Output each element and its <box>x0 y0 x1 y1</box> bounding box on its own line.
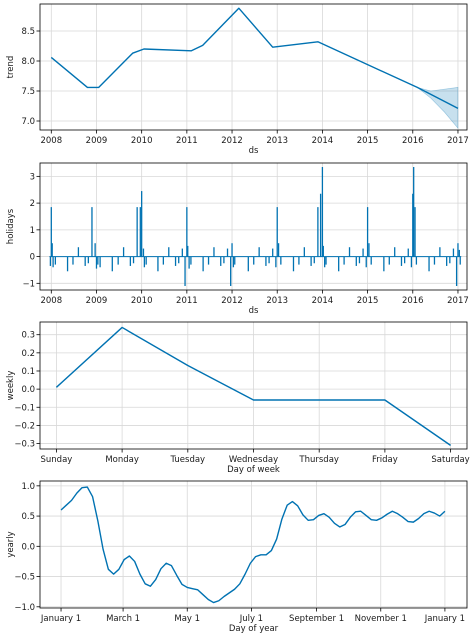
yearly-xtick-label-1: March 1 <box>106 614 140 624</box>
trend-xtick-label-5: 2013 <box>266 136 288 146</box>
trend-panel: 2008 2009 2010 2011 2012 2013 2014 2015 2016 2017… <box>6 3 469 156</box>
holidays-xtick-label-9: 2017 <box>447 296 469 306</box>
trend-xtick-label-3: 2011 <box>176 136 198 146</box>
yearly-xlabel: Day of year <box>229 624 279 634</box>
trend-xlabel: ds <box>249 146 259 156</box>
trend-xtick-label-0: 2008 <box>40 136 62 146</box>
trend-xtick-label-1: 2009 <box>86 136 108 146</box>
weekly-panel: Sunday Monday Tuesday Wednesday Thursday Frid… <box>6 321 470 475</box>
yearly-ytick-label-0: −1.0 <box>14 603 35 613</box>
trend-xtick-label-6: 2014 <box>312 136 334 146</box>
yearly-ytick-label-4: 1.0 <box>21 482 35 492</box>
yearly-xtick-label-2: May 1 <box>174 614 200 624</box>
holidays-ytick-label-3: 2 <box>30 199 35 209</box>
yearly-xtick-label-6: January 1 <box>424 614 465 624</box>
weekly-ytick-label-2: −0.1 <box>14 403 35 413</box>
weekly-xtick-label-3: Wednesday <box>229 455 278 465</box>
yearly-xtick-label-0: January 1 <box>40 614 81 624</box>
holidays-frame <box>39 162 468 291</box>
trend-ytick-label-3: 8.5 <box>21 27 35 37</box>
trend-xtick-label-7: 2015 <box>357 136 379 146</box>
weekly-ytick-label-3: 0.0 <box>21 385 35 395</box>
holidays-ytick-label-0: −1 <box>22 279 35 289</box>
trend-xtick-label-8: 2016 <box>402 136 424 146</box>
yearly-frame <box>39 480 468 609</box>
holidays-xtick-label-2: 2010 <box>131 296 153 306</box>
holidays-ytick-label-4: 3 <box>30 172 35 182</box>
trend-frame <box>39 3 468 131</box>
weekly-ytick-label-6: 0.3 <box>21 331 35 341</box>
holidays-xtick-label-1: 2009 <box>86 296 108 306</box>
weekly-ytick-label-0: −0.3 <box>14 440 35 450</box>
yearly-ytick-label-1: −0.5 <box>14 573 35 583</box>
trend-ytick-label-0: 7.0 <box>21 117 35 127</box>
weekly-xtick-label-6: Saturday <box>431 455 469 465</box>
holidays-xtick-label-0: 2008 <box>40 296 62 306</box>
weekly-xtick-label-1: Monday <box>105 455 139 465</box>
weekly-ylabel: weekly <box>6 371 16 401</box>
trend-ylabel: trend <box>6 56 16 79</box>
trend-uncertainty-band <box>417 87 459 130</box>
yearly-xtick-label-4: September 1 <box>289 614 344 624</box>
weekly-xtick-label-0: Sunday <box>41 455 73 465</box>
trend-ytick-label-2: 8.0 <box>21 57 35 67</box>
holidays-xtick-label-6: 2014 <box>312 296 334 306</box>
holidays-xtick-label-8: 2016 <box>402 296 424 306</box>
trend-ytick-label-1: 7.5 <box>21 87 35 97</box>
yearly-panel: January 1 March 1 May 1 July 1 September 1 No… <box>6 480 468 634</box>
holidays-xtick-label-5: 2013 <box>266 296 288 306</box>
holidays-ylabel: holidays <box>6 208 16 244</box>
weekly-xlabel: Day of week <box>227 465 280 475</box>
trend-xtick-label-2: 2010 <box>131 136 153 146</box>
weekly-xtick-label-4: Thursday <box>298 455 339 465</box>
yearly-ytick-label-3: 0.5 <box>21 512 35 522</box>
holidays-ytick-label-2: 1 <box>30 226 35 236</box>
holidays-panel: 2008 2009 2010 2011 2012 2013 2014 2015 2016 2017… <box>6 162 469 316</box>
weekly-ytick-label-4: 0.1 <box>21 367 35 377</box>
trend-series-line-0 <box>50 7 459 110</box>
holidays-ytick-label-1: 0 <box>30 253 35 263</box>
weekly-series-line-0 <box>55 326 451 446</box>
yearly-series-line-0 <box>60 486 446 604</box>
trend-xtick-label-4: 2012 <box>221 136 243 146</box>
yearly-xtick-label-5: November 1 <box>355 614 407 624</box>
weekly-xtick-label-5: Friday <box>372 455 398 465</box>
holidays-xlabel: ds <box>249 306 259 316</box>
holidays-xtick-label-7: 2015 <box>357 296 379 306</box>
weekly-xtick-label-2: Tuesday <box>170 455 206 465</box>
holidays-xtick-label-4: 2012 <box>221 296 243 306</box>
yearly-ytick-label-2: 0.0 <box>21 542 35 552</box>
trend-xtick-label-9: 2017 <box>447 136 469 146</box>
yearly-ylabel: yearly <box>6 531 16 557</box>
weekly-ytick-label-1: −0.2 <box>14 421 35 431</box>
holidays-xtick-label-3: 2011 <box>176 296 198 306</box>
yearly-xtick-label-3: July 1 <box>239 614 263 624</box>
weekly-ytick-label-5: 0.2 <box>21 349 35 359</box>
